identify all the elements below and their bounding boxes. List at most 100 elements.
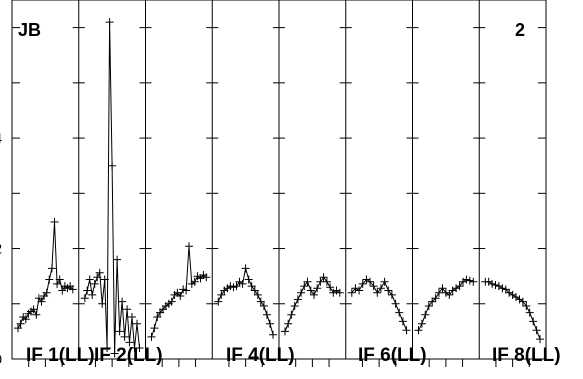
data-point [322, 277, 331, 286]
data-point [100, 275, 109, 284]
data-point [297, 288, 306, 297]
data-point [306, 286, 315, 295]
data-point [387, 290, 396, 299]
data-point [253, 290, 262, 299]
data-point [459, 277, 467, 286]
data-point [395, 308, 404, 317]
data-point [448, 286, 457, 295]
data-point [128, 313, 136, 321]
data-point [259, 302, 268, 310]
series-line [151, 246, 207, 338]
data-point [217, 290, 226, 299]
data-point [238, 279, 247, 288]
panel-label: IF 6(LL) [358, 345, 427, 366]
data-point [455, 282, 464, 291]
data-point [185, 242, 193, 251]
data-point [266, 319, 274, 328]
data-point [310, 290, 318, 299]
data-point [98, 299, 107, 308]
data-point [488, 279, 497, 288]
data-point [133, 319, 141, 328]
data-point [313, 284, 322, 293]
data-point [501, 285, 510, 294]
chart-marks: 0 2 4 IF 1(LL)IF 2(LL) IF 4(LL) IF 6(LL) IF 8(… [0, 0, 561, 367]
data-point [32, 310, 41, 319]
data-point [518, 297, 527, 306]
data-point [435, 288, 443, 297]
data-point [462, 275, 471, 284]
data-point [80, 294, 89, 303]
y-tick-label: 2 [0, 241, 2, 257]
data-point [445, 290, 454, 299]
data-point [284, 319, 293, 328]
data-point [58, 286, 67, 295]
data-point [241, 264, 250, 273]
data-point [147, 332, 156, 341]
data-point [125, 338, 134, 347]
data-point [358, 279, 367, 288]
data-point [438, 284, 447, 293]
data-point [153, 313, 162, 321]
panel-label: IF 2(LL) [94, 345, 163, 366]
data-point [355, 286, 364, 295]
data-point [402, 326, 411, 335]
data-point [369, 282, 378, 291]
data-point [250, 286, 259, 295]
data-point [29, 305, 38, 314]
data-point [103, 344, 112, 352]
data-point [380, 277, 389, 286]
data-point [83, 286, 92, 295]
data-point [335, 288, 344, 297]
data-point [16, 319, 25, 328]
data-point [53, 279, 62, 288]
y-tick-label: 0 [0, 351, 2, 367]
data-point [384, 286, 393, 295]
series-line [284, 276, 341, 332]
data-point [120, 332, 129, 341]
series-line [17, 221, 74, 329]
data-point [414, 326, 423, 335]
data-point [256, 297, 265, 306]
data-point [95, 268, 104, 277]
data-point [287, 310, 296, 319]
data-point [347, 288, 356, 297]
data-point [55, 275, 64, 284]
data-point [290, 302, 299, 310]
data-point [293, 295, 302, 304]
data-point [300, 282, 309, 291]
data-point [123, 305, 132, 314]
data-point [105, 18, 114, 27]
data-point [452, 284, 461, 293]
data-point [45, 275, 54, 284]
data-point [182, 286, 191, 295]
data-point [85, 275, 94, 284]
data-point [428, 297, 437, 306]
data-point [326, 283, 335, 292]
panel-label: IF 8(LL) [492, 345, 561, 366]
data-point [376, 284, 385, 293]
data-point [115, 327, 124, 336]
data-point [214, 297, 223, 306]
data-point [525, 308, 534, 317]
data-point [108, 161, 117, 170]
data-point [37, 297, 46, 306]
data-point [93, 273, 102, 282]
data-point [262, 310, 271, 319]
data-point [431, 294, 440, 303]
data-point [47, 264, 56, 273]
data-point [269, 330, 277, 339]
data-point [21, 315, 30, 324]
data-point [491, 281, 500, 289]
data-point [366, 277, 374, 286]
data-point [244, 275, 253, 284]
data-point [536, 335, 544, 344]
data-point [110, 349, 119, 358]
data-point [319, 273, 328, 282]
data-point [373, 288, 382, 297]
series-line [418, 278, 474, 331]
data-point [424, 302, 433, 310]
data-point [494, 282, 503, 291]
title-left: JB [18, 20, 41, 40]
data-point [14, 324, 22, 333]
